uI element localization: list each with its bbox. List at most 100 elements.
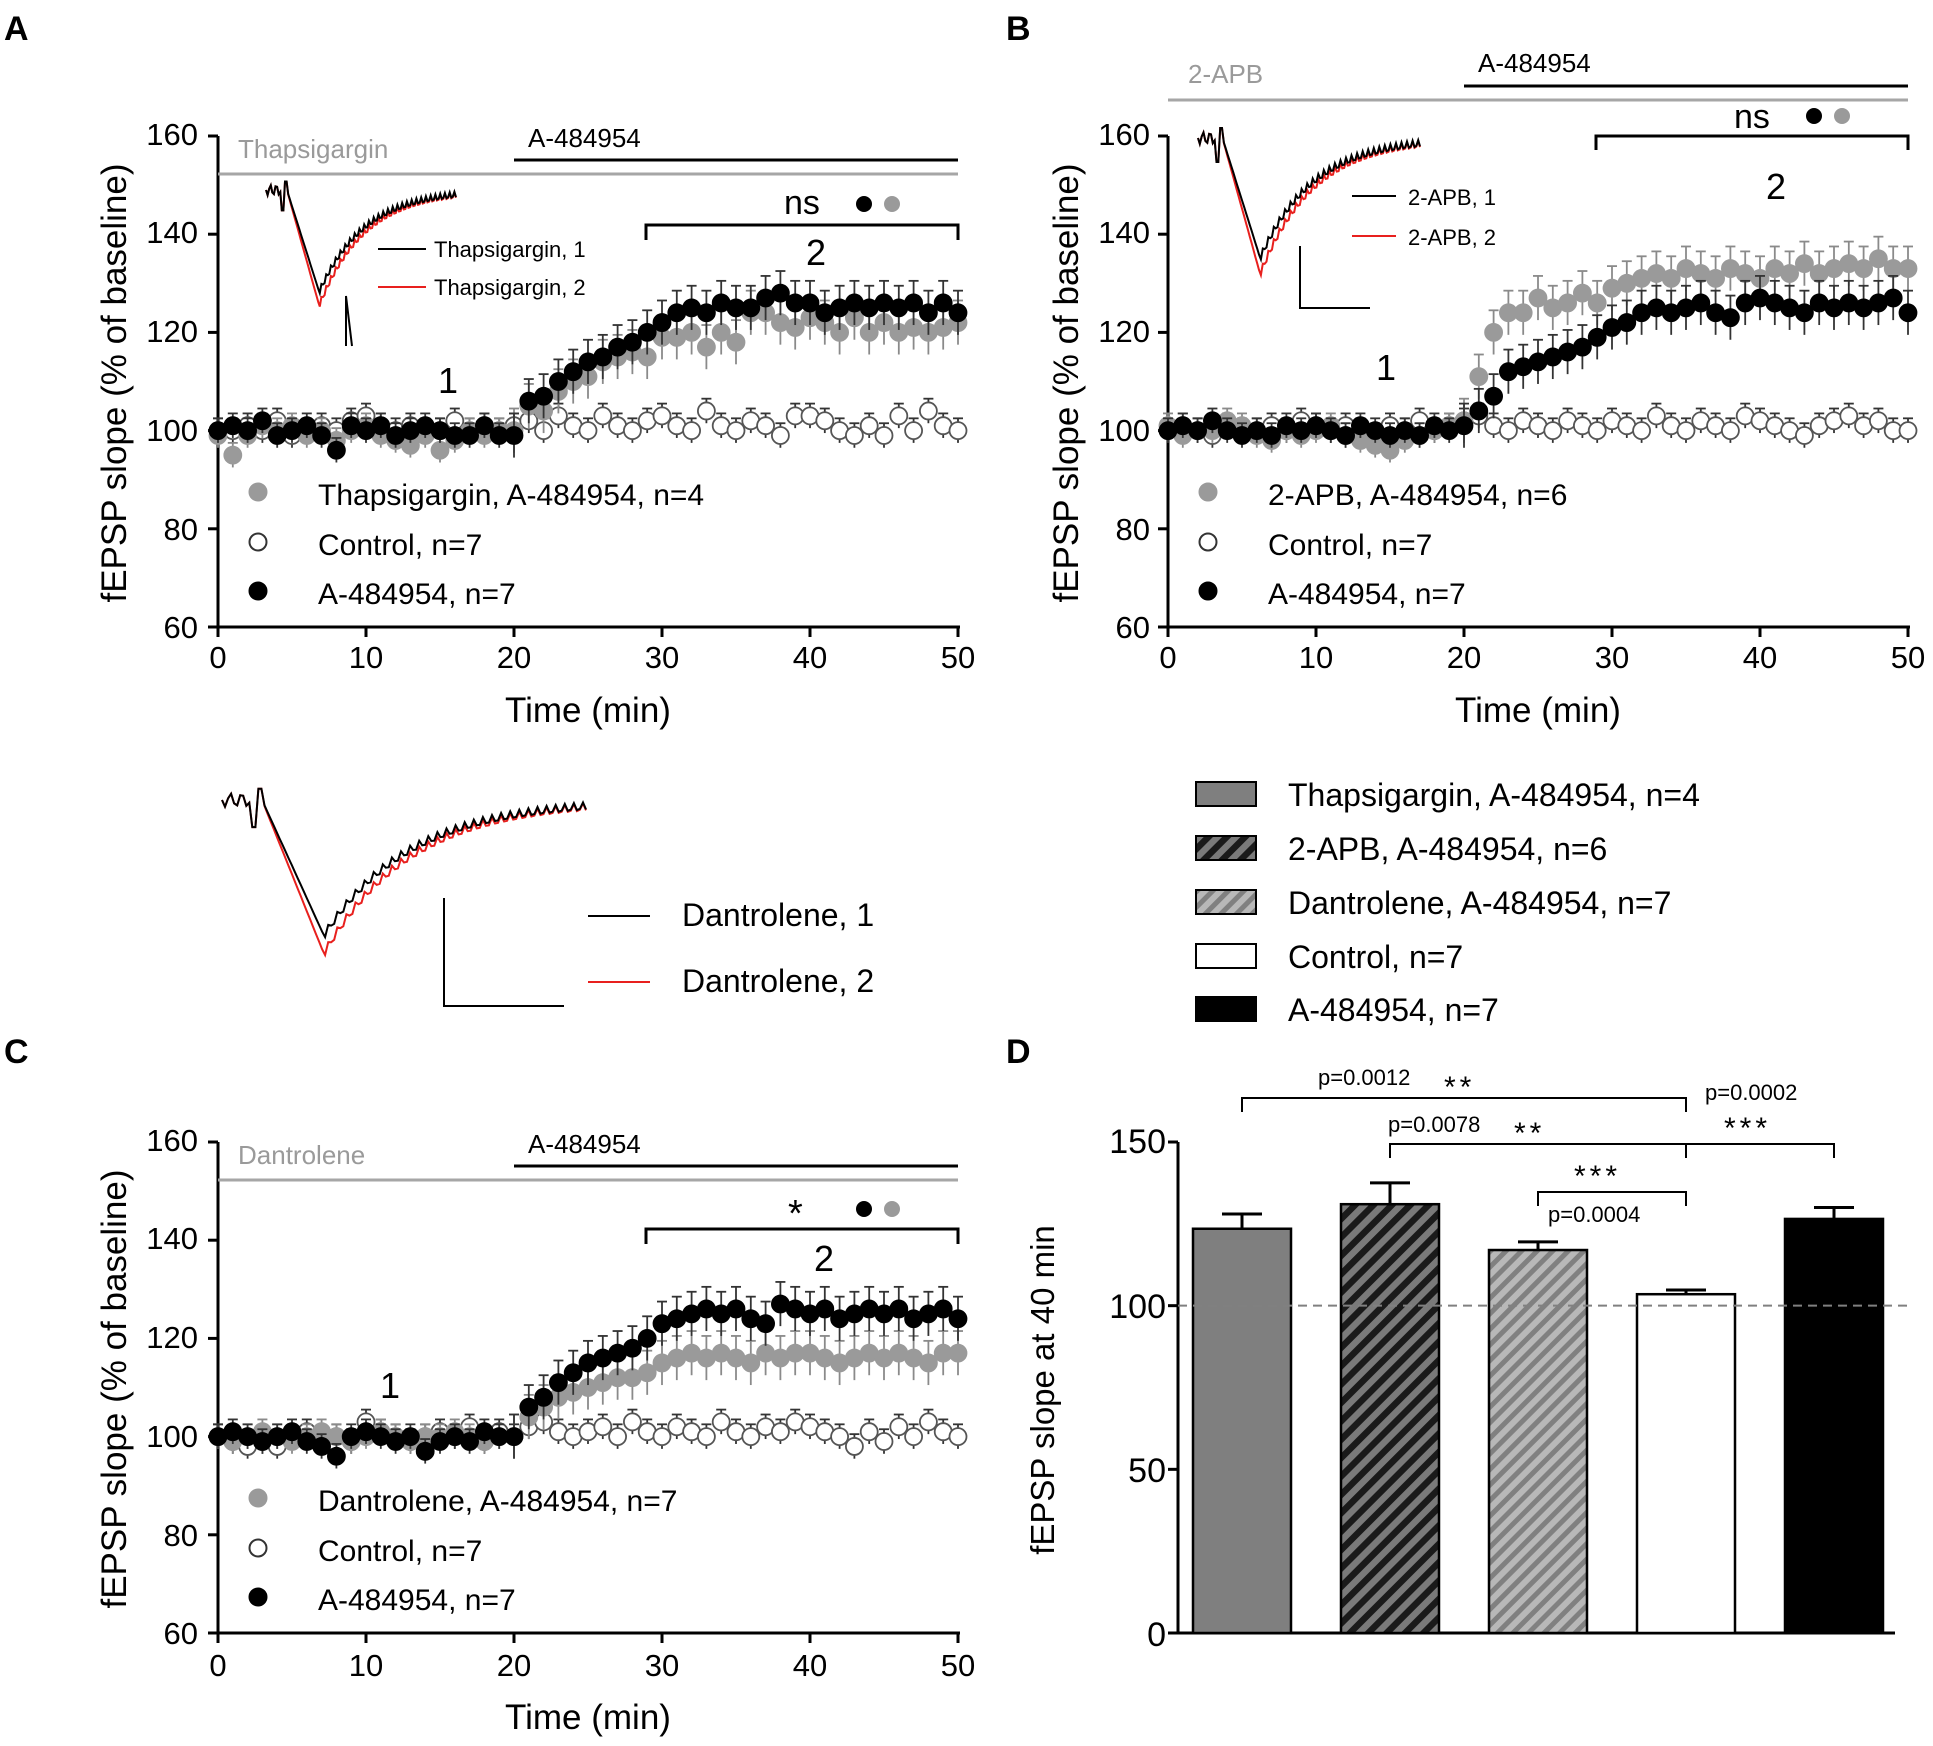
data-point — [400, 1427, 420, 1446]
xlabel-a: Time (min) — [505, 691, 671, 730]
xtick-a-40: 40 — [793, 640, 827, 675]
legend-swatch-2 — [1195, 889, 1257, 915]
ytick-a-160: 160 — [146, 117, 198, 152]
timepoint-2-c: 2 — [814, 1238, 834, 1279]
data-point — [919, 1412, 938, 1432]
data-point — [904, 421, 923, 441]
data-point — [1706, 268, 1725, 288]
data-point — [1898, 303, 1918, 323]
inset-legend-b-0: 2-APB, 1 — [1408, 185, 1496, 210]
ytick-a-140: 140 — [146, 215, 198, 250]
data-point — [519, 1397, 539, 1417]
ytick-d-0: 0 — [1147, 1616, 1166, 1654]
data-point — [1587, 293, 1607, 313]
pvalue-3: p=0.0002 — [1705, 1080, 1797, 1105]
xtick-a-10: 10 — [349, 640, 383, 675]
data-point — [1869, 249, 1888, 269]
panel-b-plot — [1158, 84, 1918, 637]
data-point — [830, 1427, 849, 1446]
xtick-b-50: 50 — [1891, 640, 1925, 675]
panel-d-plot — [1168, 781, 1908, 1635]
bar-0 — [1191, 1227, 1293, 1635]
ytick-b-80: 80 — [1116, 512, 1150, 547]
xlabel-c: Time (min) — [505, 1698, 671, 1737]
data-point — [1558, 293, 1577, 313]
xtick-c-40: 40 — [793, 1648, 827, 1683]
significance-dot-grey — [884, 1201, 900, 1217]
significance-dot-black — [856, 1201, 872, 1217]
data-point — [1632, 421, 1651, 441]
panel-label-c: C — [4, 1033, 29, 1071]
xtick-b-30: 30 — [1595, 640, 1629, 675]
panel-a-yticks: 60 80 100 120 140 160 — [146, 117, 198, 645]
data-point — [549, 1373, 568, 1392]
data-point — [711, 1412, 731, 1432]
ylabel-b: fEPSP slope (% of baseline) — [1047, 163, 1086, 602]
comparison-bracket-3 — [1685, 1143, 1835, 1158]
stars-1: ** — [1514, 1117, 1545, 1150]
data-point — [1647, 406, 1666, 426]
ylabel-d: fEPSP slope at 40 min — [1024, 1225, 1061, 1555]
legend-a-0: Thapsigargin, A-484954, n=4 — [318, 479, 704, 512]
data-point — [578, 421, 598, 441]
data-point — [948, 421, 968, 441]
ytick-b-100: 100 — [1098, 413, 1150, 448]
legend-c-1: Control, n=7 — [318, 1535, 482, 1568]
data-point — [889, 1417, 909, 1437]
data-point — [815, 1299, 835, 1319]
bar-3 — [1635, 1292, 1737, 1635]
data-point — [1898, 259, 1918, 278]
data-point — [637, 322, 657, 342]
data-point — [1469, 401, 1489, 421]
ytick-d-50: 50 — [1128, 1452, 1166, 1490]
data-point — [904, 293, 923, 313]
legend-marker-open — [248, 1538, 268, 1558]
data-point — [845, 426, 864, 445]
data-point — [771, 1422, 790, 1442]
data-point — [1528, 288, 1548, 308]
data-point — [948, 303, 968, 323]
xtick-c-30: 30 — [645, 1648, 679, 1683]
stars-3: *** — [1724, 1112, 1771, 1145]
inset-trace — [265, 180, 457, 347]
series-black — [208, 270, 968, 463]
drug-label-b: A-484954 — [1478, 48, 1591, 78]
ylabel-c: fEPSP slope (% of baseline) — [95, 1169, 134, 1608]
data-point — [1883, 288, 1903, 308]
data-point — [1617, 313, 1637, 332]
significance-dot-grey — [884, 196, 900, 212]
significance-c: * — [788, 1193, 803, 1235]
data-point — [1499, 421, 1518, 441]
drug-label-a: A-484954 — [528, 123, 641, 153]
ytick-a-100: 100 — [146, 413, 198, 448]
data-point — [460, 1432, 480, 1451]
panel-b-xticks: 0 10 20 30 40 50 — [1159, 640, 1925, 675]
legend-a-1: Control, n=7 — [318, 529, 482, 562]
legend-d-4: A-484954, n=7 — [1288, 992, 1499, 1028]
data-point — [1898, 421, 1918, 441]
ylabel-a: fEPSP slope (% of baseline) — [95, 163, 134, 602]
stars-2: *** — [1574, 1160, 1621, 1193]
ytick-a-60: 60 — [164, 610, 198, 645]
bar-4 — [1783, 1217, 1885, 1635]
pvalue-2: p=0.0004 — [1548, 1202, 1640, 1227]
panel-a-plot — [208, 134, 968, 637]
ytick-d-100: 100 — [1109, 1288, 1166, 1326]
data-point — [1839, 406, 1859, 426]
data-point — [297, 416, 317, 436]
xtick-b-20: 20 — [1447, 640, 1481, 675]
bar-1 — [1339, 1202, 1441, 1635]
comparison-bracket-2 — [1537, 1191, 1687, 1206]
ytick-c-160: 160 — [146, 1123, 198, 1158]
significance-bracket — [644, 223, 960, 240]
data-point — [933, 1299, 953, 1319]
series-black — [208, 1281, 968, 1469]
data-point — [859, 1422, 879, 1442]
data-point — [474, 416, 494, 436]
panel-b-yticks: 60 80 100 120 140 160 — [1098, 117, 1150, 645]
timepoint-1-c: 1 — [380, 1365, 400, 1406]
data-point — [874, 426, 894, 445]
data-point — [1262, 426, 1281, 445]
panel-label-b: B — [1006, 10, 1031, 48]
data-point — [430, 440, 450, 460]
